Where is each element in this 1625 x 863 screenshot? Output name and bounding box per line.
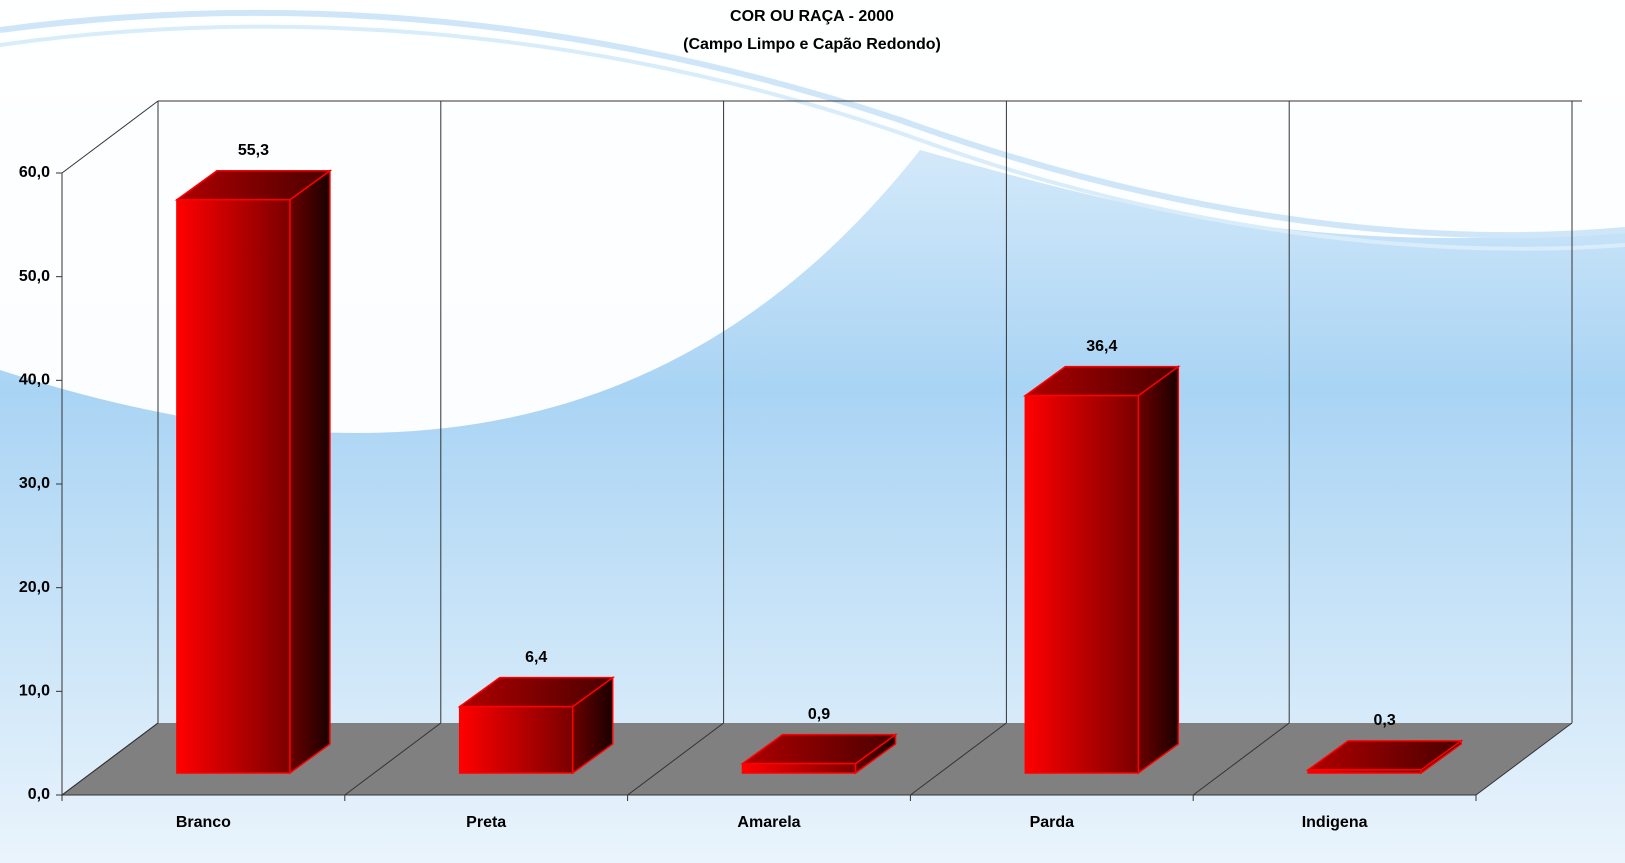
x-tick-label: Amarela [737, 814, 800, 831]
floor-divider [1192, 722, 1290, 796]
value-label: 0,9 [808, 706, 830, 723]
bar-front [458, 705, 574, 774]
bar-front [1024, 394, 1140, 774]
floor-divider [627, 722, 724, 796]
plot-area: 0,0 10,0 20,0 30,0 40,0 50,0 60,0 Branco 55,3 Pre… [19, 100, 1582, 831]
bar [174, 169, 333, 775]
bar [1305, 739, 1464, 775]
y-tick-label: 0,0 [28, 786, 50, 803]
y-tick-label: 10,0 [19, 683, 50, 700]
bar-side [289, 169, 331, 775]
value-label: 55,3 [238, 142, 269, 159]
bar [457, 676, 616, 775]
chart-title: COR OU RAÇA - 2000 [730, 8, 894, 25]
bar-side [1137, 365, 1180, 775]
value-label: 0,3 [1373, 712, 1395, 729]
value-label: 6,4 [525, 649, 547, 666]
floor-divider [1475, 722, 1573, 796]
floor-divider [910, 722, 1007, 796]
value-label: 36,4 [1086, 338, 1117, 355]
y-tick-label: 30,0 [19, 475, 50, 492]
background-swoosh [0, 0, 1625, 433]
y-tick-label: 60,0 [19, 164, 50, 181]
bar-front [176, 198, 291, 774]
chart-subtitle: (Campo Limpo e Capão Redondo) [683, 36, 941, 53]
y-tick-label: 50,0 [19, 268, 50, 285]
floor-divider [344, 722, 442, 796]
bar [740, 733, 898, 775]
bar-front [1307, 769, 1422, 774]
background-swirl [0, 9, 1625, 239]
x-tick-label: Indigena [1302, 814, 1368, 831]
bar [1022, 365, 1181, 775]
side-wall-edge [61, 100, 159, 174]
x-tick-label: Branco [176, 814, 231, 831]
background-swirl [0, 24, 1625, 251]
x-tick-label: Preta [466, 814, 506, 831]
y-tick-label: 20,0 [19, 579, 50, 596]
y-tick-label: 40,0 [19, 372, 50, 389]
bar-front [741, 762, 857, 774]
x-tick-label: Parda [1030, 814, 1075, 831]
floor-divider [61, 722, 159, 796]
